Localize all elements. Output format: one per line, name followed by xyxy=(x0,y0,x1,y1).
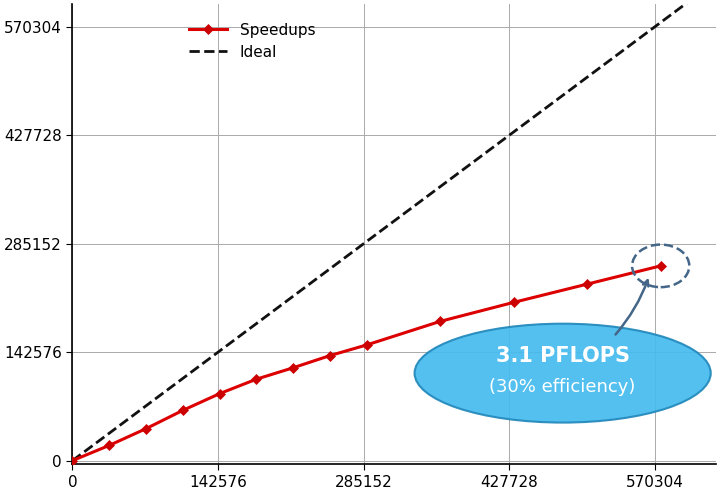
Text: 3.1 PFLOPS: 3.1 PFLOPS xyxy=(495,346,630,367)
Speedups xyxy=(657,263,665,269)
Line: Speedups: Speedups xyxy=(68,262,665,464)
Speedups xyxy=(289,365,297,371)
Speedups xyxy=(252,376,261,382)
Speedups xyxy=(362,342,371,348)
Speedups xyxy=(105,443,114,449)
Speedups xyxy=(68,457,77,463)
Speedups xyxy=(179,408,187,413)
Speedups xyxy=(436,319,444,325)
Speedups xyxy=(582,281,591,287)
Ellipse shape xyxy=(415,324,711,422)
Text: (30% efficiency): (30% efficiency) xyxy=(490,378,636,396)
Speedups xyxy=(215,391,224,397)
Speedups xyxy=(509,299,518,305)
Speedups xyxy=(325,353,334,359)
Legend: Speedups, Ideal: Speedups, Ideal xyxy=(183,16,321,66)
Speedups xyxy=(142,426,150,432)
